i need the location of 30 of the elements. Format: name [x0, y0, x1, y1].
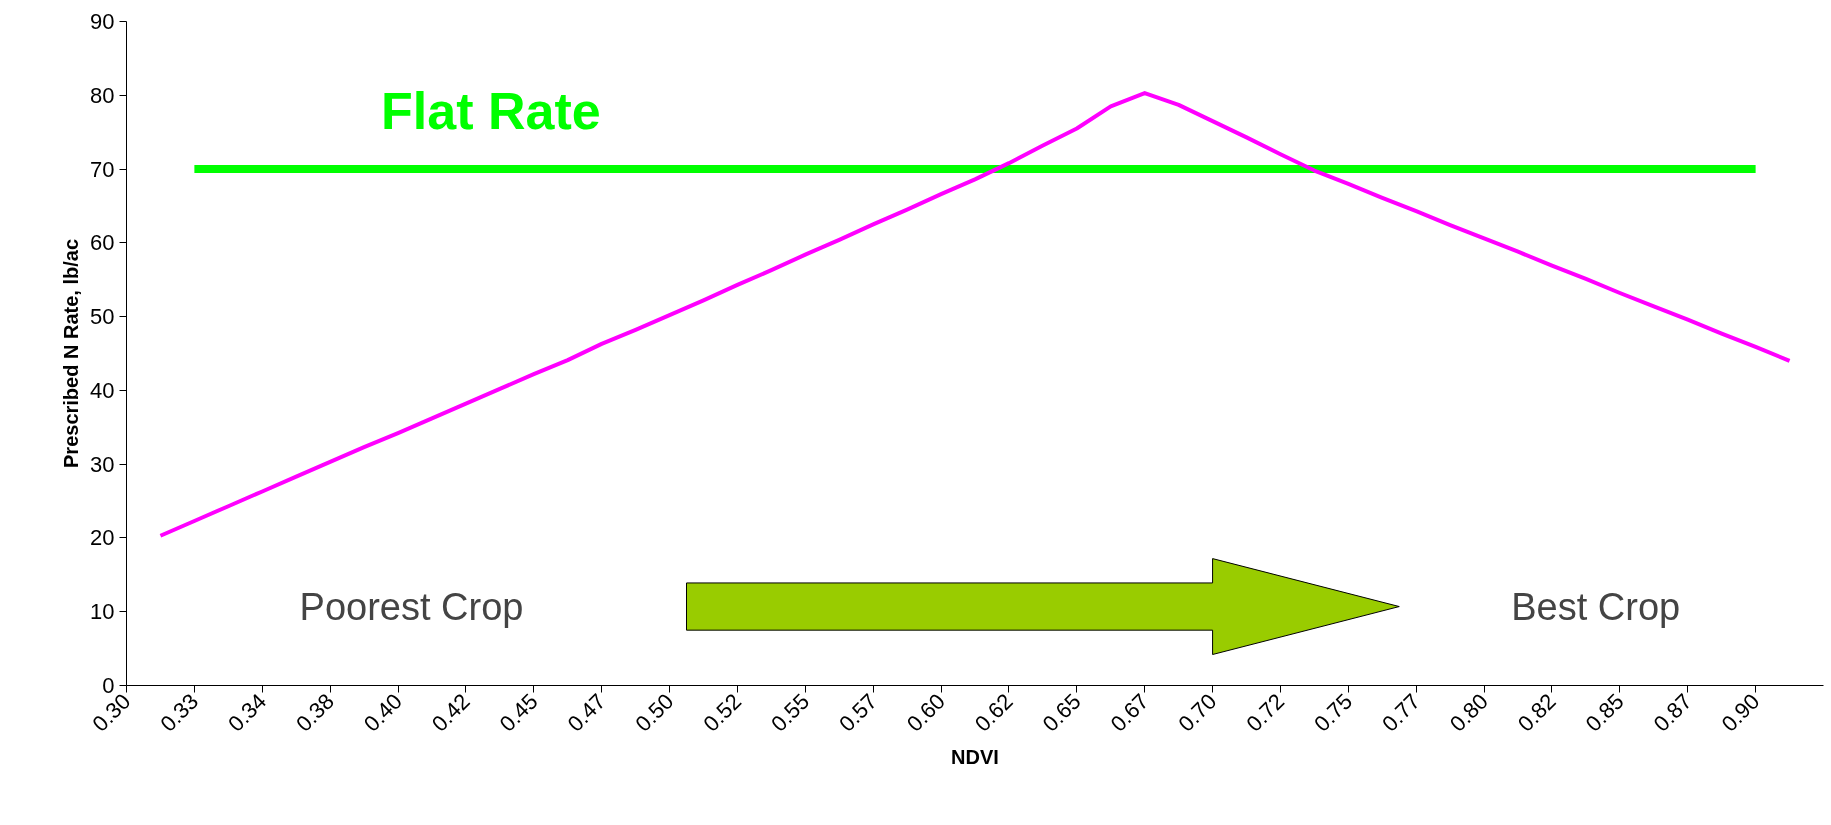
x-tick-label: 0.90 — [1716, 688, 1765, 737]
x-tick-label: 0.50 — [630, 688, 679, 737]
y-axis-title: Prescribed N Rate, lb/ac — [60, 239, 83, 468]
y-tick-label: 50 — [90, 304, 115, 330]
series-label: Flat Rate — [381, 81, 601, 140]
y-tick-label: 40 — [90, 377, 115, 403]
annotation: Best Crop — [1511, 585, 1681, 628]
x-tick-label: 0.80 — [1444, 688, 1493, 737]
y-tick-label: 70 — [90, 156, 115, 182]
y-tick-label: 10 — [90, 599, 115, 625]
x-tick-label: 0.72 — [1241, 688, 1290, 737]
x-tick-label: 0.52 — [698, 688, 747, 737]
x-tick-label: 0.70 — [1173, 688, 1222, 737]
y-tick-label: 80 — [90, 82, 115, 108]
y-tick-label: 60 — [90, 230, 115, 256]
y-tick-label: 90 — [90, 9, 115, 34]
x-tick-label: 0.40 — [358, 688, 407, 737]
annotation: Poorest Crop — [299, 585, 524, 628]
x-axis-title: NDVI — [951, 746, 999, 769]
y-tick-label: 0 — [102, 673, 115, 698]
y-tick-label: 30 — [90, 451, 115, 477]
x-tick-label: 0.33 — [155, 688, 204, 737]
line-series — [158, 91, 1792, 538]
x-tick-label: 0.42 — [426, 688, 475, 737]
x-tick-label: 0.62 — [969, 688, 1018, 737]
x-tick-label: 0.38 — [291, 688, 339, 737]
x-tick-label: 0.82 — [1512, 688, 1561, 737]
y-tick-label: 20 — [90, 525, 115, 551]
x-tick-label: 0.34 — [223, 688, 272, 737]
x-tick-label: 0.60 — [901, 688, 950, 737]
